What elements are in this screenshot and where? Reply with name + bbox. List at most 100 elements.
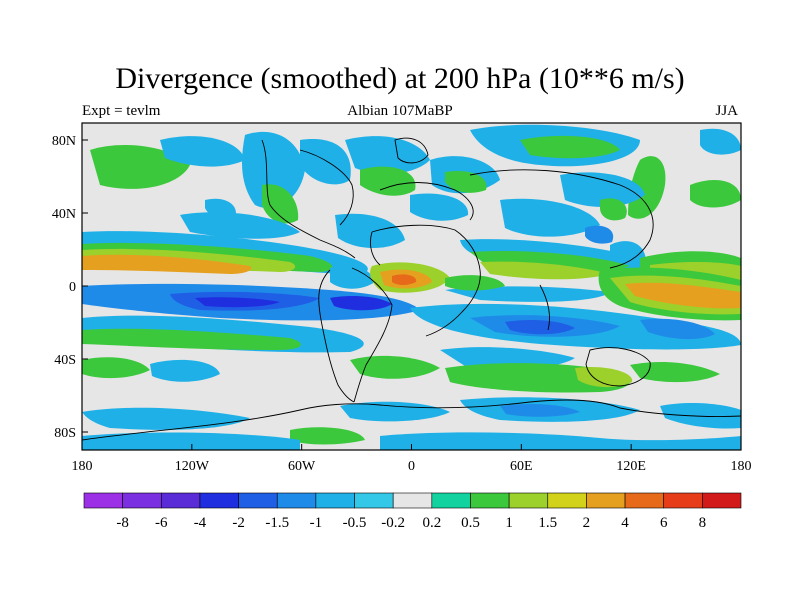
latitude-label: 80N (52, 134, 76, 149)
colorbar-label: -1.5 (265, 515, 289, 531)
field-patch (350, 355, 440, 379)
colorbar-label: -1 (310, 515, 323, 531)
colorbar-swatch (624, 492, 665, 509)
colorbar-label: 4 (621, 515, 629, 531)
field-patch (82, 254, 252, 274)
longitude-label: 60E (510, 459, 533, 474)
colorbar-swatch (392, 492, 433, 509)
field-patch (520, 135, 620, 159)
latitude-axis: 80N 40N 0 40S 80S (52, 134, 88, 441)
field-patch (262, 184, 299, 224)
colorbar-label: 6 (660, 515, 668, 531)
field-patch (380, 432, 741, 450)
colorbar-swatch (199, 492, 239, 509)
colorbar-label: -4 (194, 515, 207, 531)
colorbar-swatch (160, 492, 201, 509)
field-patch (82, 328, 301, 350)
field-patch (330, 265, 375, 289)
coastline-north-america-east (299, 149, 354, 226)
colorbar-label: -0.5 (343, 515, 367, 531)
field-patch (630, 361, 720, 383)
longitude-label: 120W (175, 459, 210, 474)
field-patch (392, 274, 417, 285)
colorbar-swatch (663, 492, 703, 509)
longitude-label: 0 (408, 459, 415, 474)
colorbar-swatch (83, 492, 123, 509)
field-patch (505, 320, 575, 335)
colorbar-label: 1 (505, 515, 513, 531)
field-patch (660, 403, 741, 429)
coastline-australia (585, 347, 651, 387)
colorbar-label: 2 (583, 515, 591, 531)
colorbar-label: 0.2 (422, 515, 441, 531)
field-patch (700, 128, 741, 155)
field-patch (445, 286, 610, 302)
colorbar-swatch (508, 492, 549, 509)
field-patch (410, 193, 469, 221)
coastline-antarctica (82, 399, 741, 441)
coastline-africa-west (369, 231, 381, 266)
field-patch (290, 427, 365, 445)
field-patch (560, 172, 645, 207)
field-patch (300, 139, 351, 185)
colorbar-swatch (586, 492, 626, 509)
colorbar-swatch (276, 492, 317, 509)
colorbar-swatch (238, 492, 278, 509)
field-patch (242, 131, 305, 209)
field-patch (600, 198, 627, 221)
field-patch (150, 359, 220, 382)
field-patch (82, 407, 250, 430)
coastline-asia (469, 169, 654, 269)
colorbar-swatch (315, 492, 355, 509)
colorbar-label: 8 (699, 515, 707, 531)
field-patch (335, 213, 405, 249)
field-patch (82, 432, 300, 450)
colorbar-swatch (547, 492, 587, 509)
experiment-label: Expt = tevlm (82, 103, 161, 119)
field-patch (640, 318, 715, 340)
field-patch (180, 212, 300, 239)
coastline-south-america (318, 269, 355, 403)
coastline-india (539, 284, 551, 331)
field-patch (628, 156, 666, 219)
colorbar: -8 -6 -4 -2 -1.5 -1 -0.5 -0.2 0.2 0.5 1 1.5 2 4 6 8 (83, 492, 742, 531)
divergence-field (82, 123, 741, 450)
field-patch (445, 170, 487, 193)
coastline-europe (379, 182, 474, 221)
latitude-label: 80S (54, 426, 76, 441)
field-patch (360, 166, 416, 196)
colorbar-swatch (431, 492, 471, 509)
longitude-axis: 180 120W 60W 0 60E 120E 180 (72, 444, 752, 474)
field-patch (480, 261, 610, 280)
latitude-label: 40S (54, 353, 76, 368)
colorbar-label: 0.5 (461, 515, 480, 531)
colorbar-label: -6 (155, 515, 168, 531)
field-patch (585, 225, 614, 244)
longitude-label: 60W (288, 459, 316, 474)
longitude-label: 120E (616, 459, 646, 474)
colorbar-label: -2 (232, 515, 245, 531)
coastline-africa (371, 224, 481, 337)
field-patch (445, 275, 505, 291)
field-patch (195, 297, 280, 308)
field-patch (500, 198, 600, 237)
colorbar-swatch (122, 492, 162, 509)
field-patch (500, 404, 580, 417)
coastline-greenland (394, 137, 429, 164)
colorbar-label: -0.2 (381, 515, 405, 531)
colorbar-swatch (470, 492, 510, 509)
plot-title: Divergence (smoothed) at 200 hPa (10**6 … (115, 62, 685, 95)
coastline-north-america (261, 139, 356, 259)
colorbar-swatch (702, 492, 742, 509)
season-label: JJA (715, 103, 738, 119)
colorbar-swatch (354, 492, 394, 509)
field-patch (625, 282, 741, 309)
longitude-label: 180 (731, 459, 752, 474)
colorbar-label: -8 (116, 515, 129, 531)
colorbar-label: 1.5 (538, 515, 557, 531)
coastline-south-america-east (351, 267, 393, 403)
latitude-label: 40N (52, 207, 76, 222)
field-patch (345, 136, 430, 174)
field-patch (340, 401, 450, 422)
paleo-coastlines (82, 137, 741, 441)
